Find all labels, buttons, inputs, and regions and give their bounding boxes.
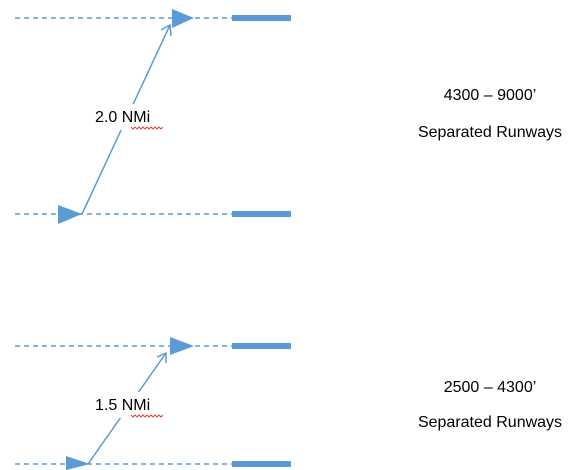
spellcheck-underline-icon: [130, 126, 164, 130]
distance-label-background: [90, 104, 178, 130]
lower-aircraft-triangle-icon: [58, 205, 82, 224]
lower-aircraft-triangle-icon: [66, 456, 90, 470]
upper-runway-bar: [232, 343, 291, 349]
upper-aircraft-triangle-icon: [170, 337, 194, 355]
separation-description-label: Separated Runways: [418, 124, 562, 141]
distance-arrowhead-icon: [160, 23, 172, 37]
upper-aircraft-triangle-icon: [172, 9, 194, 28]
lower-runway-bar: [232, 211, 291, 217]
distance-label: 2.0 NMi: [95, 109, 150, 126]
lower-runway-bar: [232, 461, 291, 467]
separation-range-label: 4300 – 9000’: [444, 87, 537, 104]
spellcheck-underline-icon: [130, 414, 164, 418]
distance-arrowhead-icon: [156, 351, 167, 363]
distance-label: 1.5 NMi: [95, 397, 150, 414]
distance-label-background: [90, 392, 178, 418]
upper-runway-bar: [232, 15, 291, 21]
separation-description-label: Separated Runways: [418, 414, 562, 431]
group-wide-separation: 2.0 NMi 4300 – 9000’ Separated Runways: [15, 9, 562, 224]
group-narrow-separation: 1.5 NMi 2500 – 4300’ Separated Runways: [15, 337, 562, 470]
separation-range-label: 2500 – 4300’: [444, 379, 537, 396]
